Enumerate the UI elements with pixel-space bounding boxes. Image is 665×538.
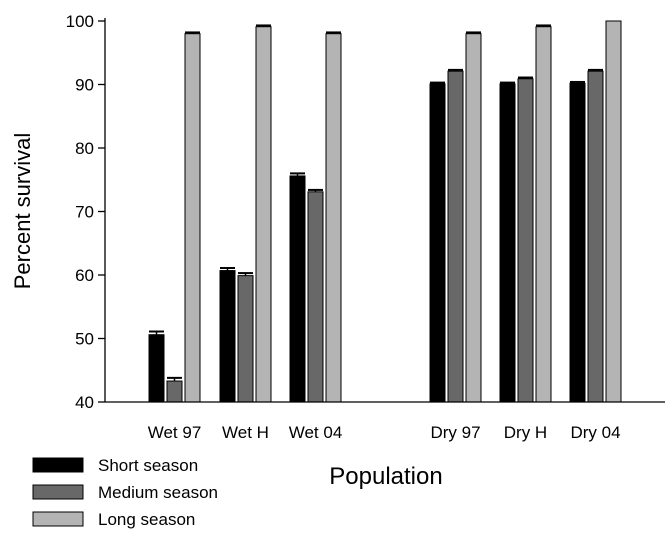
bar: [535, 26, 552, 403]
y-axis-title: Percent survival: [10, 133, 35, 290]
bar: [325, 33, 342, 403]
bar: [289, 175, 306, 403]
legend-swatch: [32, 457, 84, 473]
y-tick-label: 50: [75, 330, 94, 349]
bar: [447, 70, 464, 403]
bar: [587, 70, 604, 403]
legend-swatch: [32, 511, 84, 527]
y-tick-label: 90: [75, 76, 94, 95]
legend: Short season Medium season Long season: [32, 456, 218, 529]
x-tick-label: Wet 97: [148, 423, 202, 442]
y-tick-label: 80: [75, 139, 94, 158]
bar: [429, 83, 446, 403]
bar: [184, 33, 201, 403]
bar: [465, 33, 482, 403]
bars-layer: [148, 20, 622, 403]
bar: [307, 191, 324, 403]
legend-label: Medium season: [98, 483, 218, 502]
y-tick-label: 70: [75, 203, 94, 222]
bar: [605, 20, 622, 403]
x-tick-label: Wet H: [222, 423, 269, 442]
bar: [255, 26, 272, 403]
y-tick-label: 100: [66, 12, 94, 31]
bar: [166, 380, 183, 403]
legend-label: Short season: [98, 456, 198, 475]
bar: [517, 78, 534, 403]
bar: [237, 275, 254, 403]
legend-swatch: [32, 484, 84, 500]
y-tick-label: 40: [75, 393, 94, 412]
bar: [219, 270, 236, 403]
y-ticks: 40 50 60 70 80 90 100: [66, 12, 105, 412]
bar: [569, 82, 586, 403]
bar: [148, 334, 165, 403]
x-tick-label: Dry 04: [570, 423, 620, 442]
x-tick-label: Dry 97: [430, 423, 480, 442]
legend-label: Long season: [98, 510, 195, 529]
x-tick-label: Dry H: [504, 423, 547, 442]
y-tick-label: 60: [75, 266, 94, 285]
x-tick-label: Wet 04: [289, 423, 343, 442]
x-tick-labels: Wet 97 Wet H Wet 04 Dry 97 Dry H Dry 04: [148, 423, 621, 442]
bar: [499, 83, 516, 403]
x-axis-title: Population: [329, 463, 442, 490]
